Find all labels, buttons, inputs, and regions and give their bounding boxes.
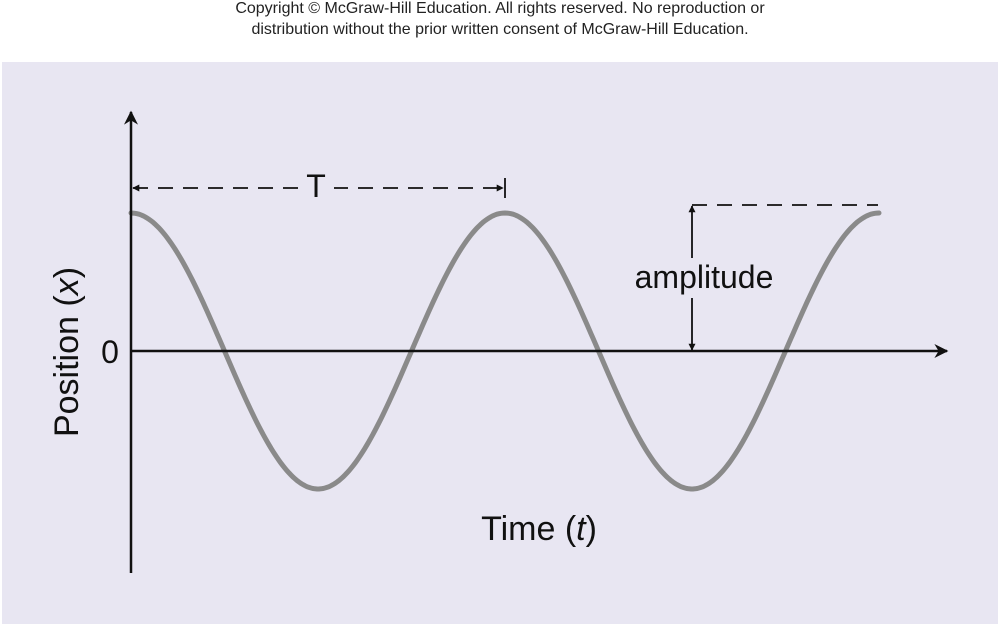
copyright-line-2: distribution without the prior written c… [251,21,749,38]
amplitude-label: amplitude [635,259,774,295]
y-axis-label: Position (x) [48,267,86,437]
x-axis-label-prefix: Time ( [481,510,577,548]
period-label: T [306,168,326,204]
x-axis-label-suffix: ) [586,510,597,548]
copyright-line-1: Copyright © McGraw-Hill Education. All r… [235,0,765,17]
position-wave-curve [128,210,882,492]
period-label-gap [298,172,334,204]
zero-label: 0 [101,334,119,370]
diagram-background [2,62,998,624]
y-axis-label-variable: x [48,277,86,297]
y-axis-label-prefix: Position ( [48,295,86,437]
copyright-notice: Copyright © McGraw-Hill Education. All r… [0,0,1000,40]
y-axis-label-suffix: ) [48,267,86,278]
x-axis-label: Time (t) [481,510,597,548]
x-axis-label-variable: t [576,510,587,548]
